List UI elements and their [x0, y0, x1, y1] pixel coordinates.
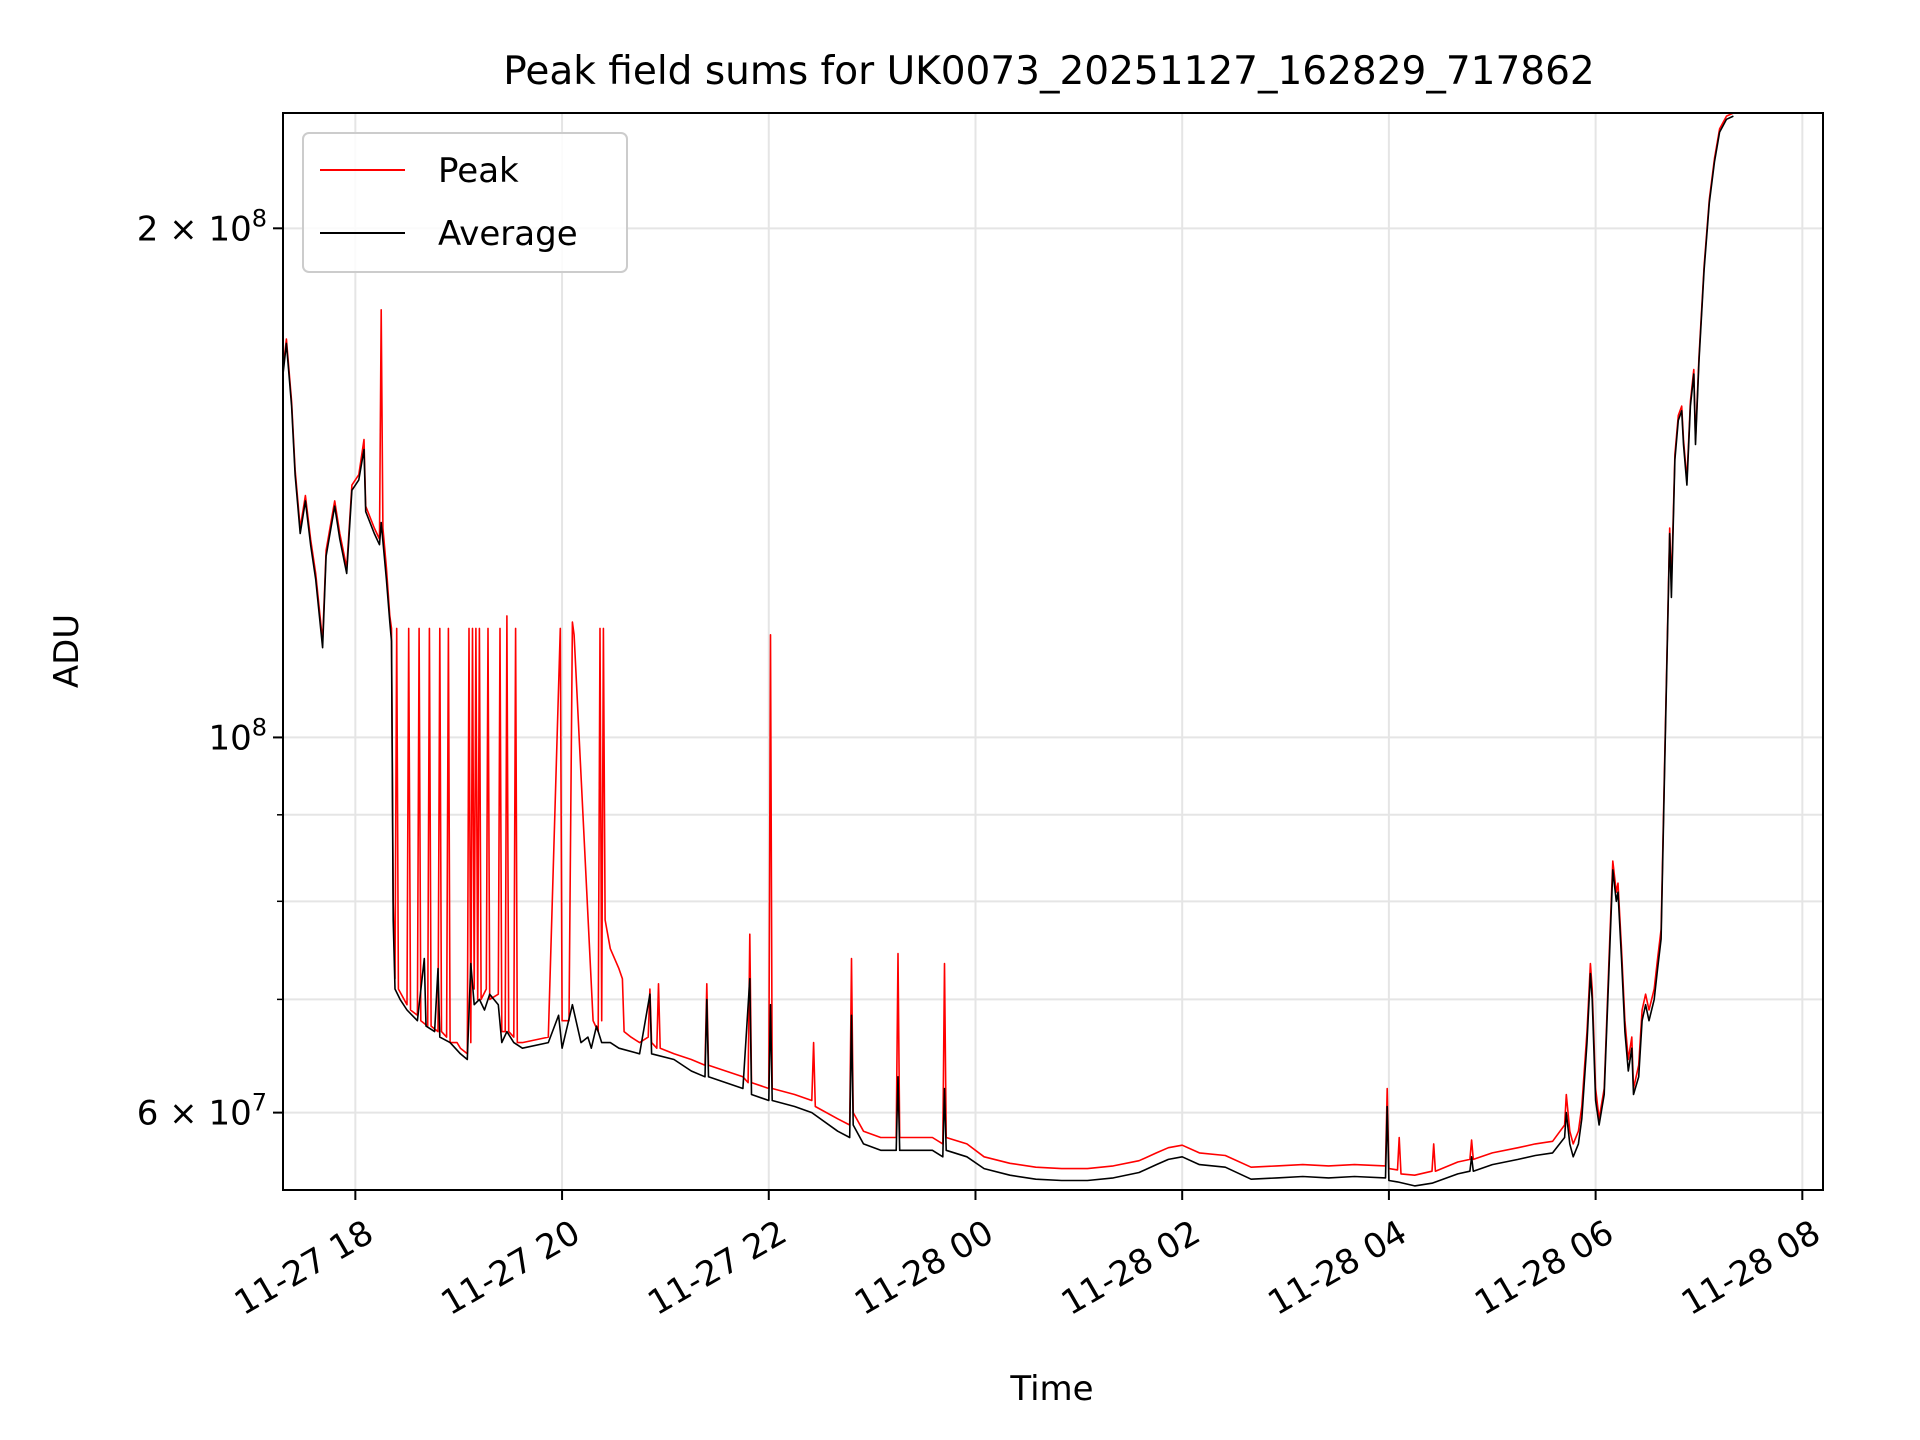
legend-label-average: Average [438, 214, 578, 254]
y-tick-label-base: 10 [208, 718, 251, 758]
y-tick-label-base: 2 × 10 [137, 209, 252, 249]
y-tick-label: 108 [208, 713, 267, 758]
plot-series [283, 113, 1734, 1187]
y-tick-label-exponent: 7 [252, 1089, 267, 1117]
y-tick-label-exponent: 8 [252, 713, 267, 741]
plot-frame [282, 112, 1824, 1191]
x-axis-label: Time [1009, 1369, 1093, 1409]
y-axis-label: ADU [47, 614, 87, 688]
y-tick-label-base: 6 × 10 [137, 1094, 252, 1134]
y-tick-label: 6 × 107 [137, 1089, 267, 1134]
y-tick-label-exponent: 8 [252, 204, 267, 232]
legend-box [302, 132, 628, 273]
y-tick-label: 2 × 108 [137, 204, 267, 249]
legend: Peak Average [302, 132, 628, 273]
legend-label-peak: Peak [438, 151, 519, 191]
series-line-average [283, 115, 1734, 1187]
chart-title: Peak field sums for UK0073_20251127_1628… [503, 49, 1594, 94]
